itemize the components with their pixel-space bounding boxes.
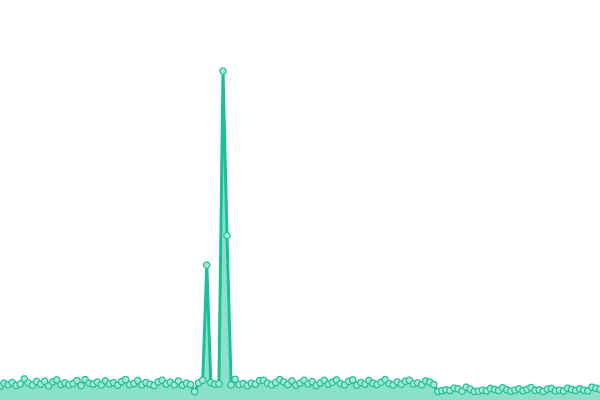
data-point-marker	[219, 67, 227, 75]
data-point-marker	[348, 376, 357, 384]
data-point-marker	[198, 376, 207, 385]
data-point-marker	[73, 376, 81, 385]
data-point-marker	[227, 381, 235, 389]
data-point-marker	[202, 261, 211, 269]
data-point-marker	[121, 375, 130, 384]
series-line	[0, 69, 600, 394]
data-point-marker	[186, 380, 195, 389]
data-point-marker	[16, 380, 25, 388]
data-point-marker	[231, 375, 239, 384]
data-point-marker	[190, 387, 199, 396]
series-area-fill	[0, 71, 600, 400]
data-point-marker	[40, 377, 49, 386]
data-point-marker	[77, 381, 85, 390]
data-point-marker	[52, 376, 61, 384]
series-markers	[0, 67, 600, 396]
data-point-marker	[215, 380, 223, 388]
data-point-marker	[223, 231, 231, 240]
data-point-marker	[429, 380, 438, 389]
